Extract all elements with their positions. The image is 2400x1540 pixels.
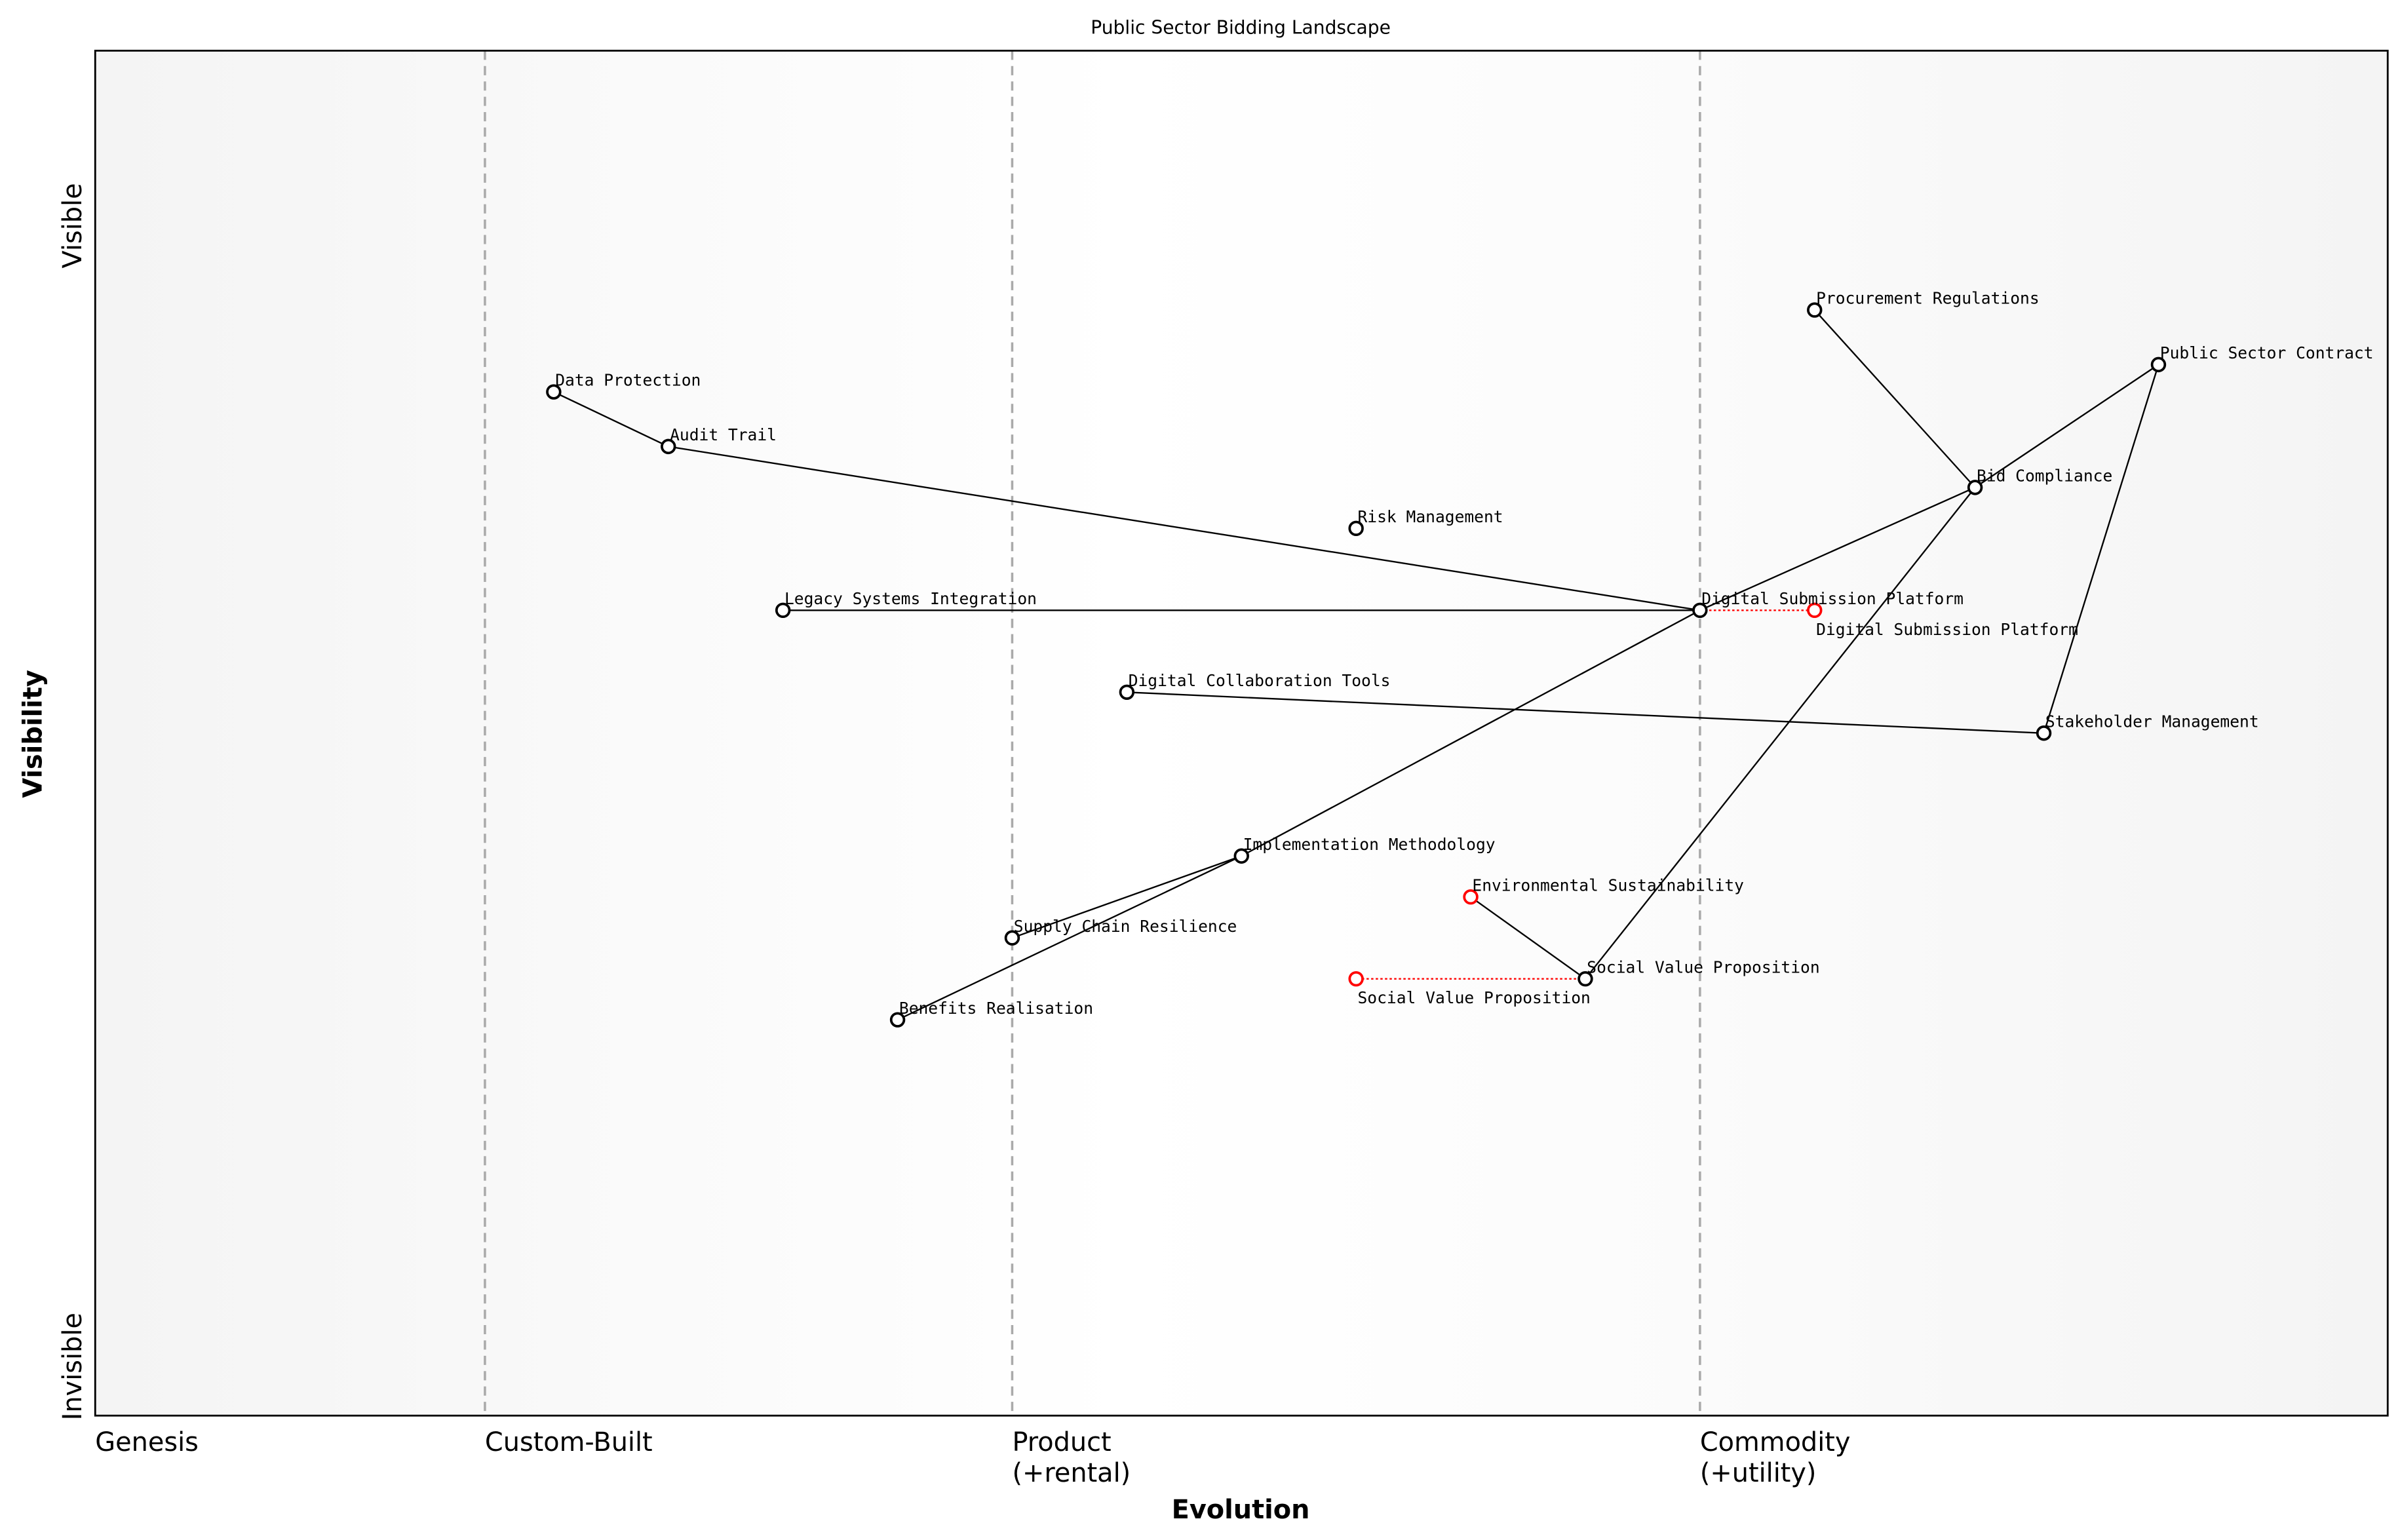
dependency-link bbox=[1127, 691, 2044, 734]
stage-label: Commodity bbox=[1700, 1427, 1851, 1457]
component-label: Benefits Realisation bbox=[899, 999, 1093, 1018]
dependency-link bbox=[2043, 364, 2159, 734]
dependency-link bbox=[897, 855, 1242, 1021]
stage-label: (+utility) bbox=[1700, 1458, 1817, 1488]
x-axis-label: Evolution bbox=[1172, 1495, 1310, 1525]
dependency-link bbox=[553, 391, 669, 448]
dependency-link bbox=[668, 446, 1701, 611]
dependency-link bbox=[1813, 309, 1976, 488]
plot-frame bbox=[94, 49, 2389, 1417]
component-marker[interactable] bbox=[661, 438, 676, 455]
component-label: Digital Submission Platform bbox=[1701, 589, 1964, 608]
dependency-link bbox=[1699, 486, 1976, 611]
component-label: Data Protection bbox=[555, 371, 701, 390]
component-marker[interactable] bbox=[1004, 930, 1020, 946]
component-marker[interactable] bbox=[2150, 356, 2167, 373]
component-label: Legacy Systems Integration bbox=[784, 589, 1037, 608]
component-label: Public Sector Contract bbox=[2160, 343, 2374, 362]
y-axis-top-label: Visible bbox=[58, 183, 88, 268]
component-marker[interactable] bbox=[1348, 520, 1364, 537]
component-label: Risk Management bbox=[1358, 507, 1503, 526]
component-marker[interactable] bbox=[1967, 480, 1983, 495]
evolved-component-label: Digital Submission Platform bbox=[1816, 620, 2078, 639]
component-marker[interactable] bbox=[775, 602, 791, 619]
component-marker[interactable] bbox=[1119, 684, 1135, 700]
component-label: Social Value Proposition bbox=[1587, 957, 1819, 976]
stage-label: Product bbox=[1012, 1427, 1111, 1457]
plot-background bbox=[95, 50, 2388, 1416]
component-label: Bid Compliance bbox=[1977, 466, 2112, 485]
chart-title: Public Sector Bidding Landscape bbox=[1091, 17, 1391, 39]
component-marker[interactable] bbox=[1807, 302, 1823, 318]
component-label: Stakeholder Management bbox=[2045, 712, 2259, 731]
y-axis-bottom-label: Invisible bbox=[58, 1313, 88, 1420]
component-label: Procurement Regulations bbox=[1816, 289, 2040, 308]
dependency-link bbox=[1585, 487, 1976, 980]
component-label: Audit Trail bbox=[670, 425, 777, 444]
stage-label: (+rental) bbox=[1012, 1458, 1131, 1488]
evolved-component-label: Environmental Sustainability bbox=[1472, 876, 1744, 895]
evolved-component-marker[interactable] bbox=[1807, 602, 1823, 619]
y-axis-label: Visibility bbox=[18, 670, 48, 798]
dependency-link bbox=[1241, 609, 1701, 857]
stage-label: Genesis bbox=[95, 1427, 199, 1457]
dependency-link bbox=[1470, 896, 1586, 980]
dependency-link bbox=[1974, 364, 2159, 488]
component-marker[interactable] bbox=[1692, 602, 1708, 619]
component-marker[interactable] bbox=[1233, 848, 1249, 864]
component-marker[interactable] bbox=[546, 384, 562, 400]
evolved-component-marker[interactable] bbox=[1463, 889, 1479, 905]
component-marker[interactable] bbox=[2036, 725, 2052, 741]
component-label: Digital Collaboration Tools bbox=[1129, 671, 1391, 690]
stage-label: Custom-Built bbox=[485, 1427, 653, 1457]
component-label: Supply Chain Resilience bbox=[1014, 917, 1237, 936]
evolved-component-marker[interactable] bbox=[1348, 971, 1364, 987]
component-marker[interactable] bbox=[1577, 971, 1593, 987]
dependency-link bbox=[1012, 855, 1242, 939]
component-marker[interactable] bbox=[889, 1012, 906, 1028]
component-label: Implementation Methodology bbox=[1243, 835, 1496, 854]
evolved-component-label: Social Value Proposition bbox=[1358, 988, 1591, 1007]
